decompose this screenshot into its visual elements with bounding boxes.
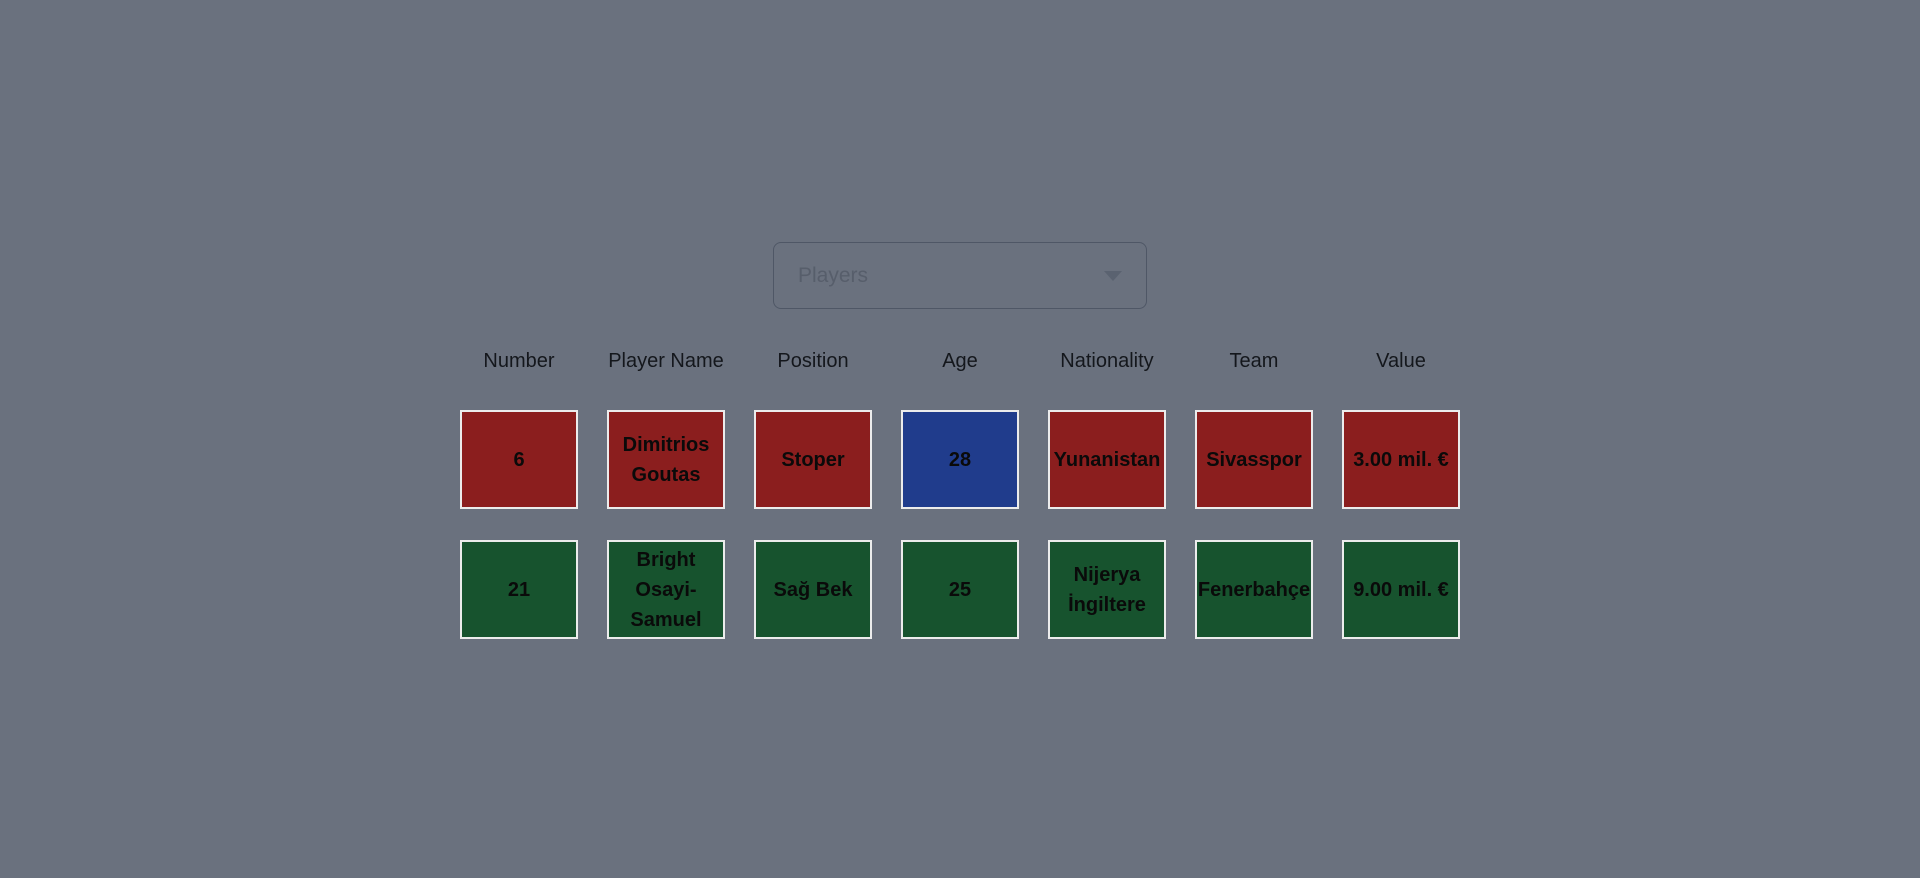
row2-team-cell: Fenerbahçe — [1195, 540, 1313, 639]
row2-number-cell: 21 — [460, 540, 578, 639]
column-header-value: Value — [1376, 350, 1426, 372]
row2-age-cell: 25 — [901, 540, 1019, 639]
column-header-age: Age — [942, 350, 978, 372]
row2-player-name-cell: Bright Osayi-Samuel — [607, 540, 725, 639]
column-header-team: Team — [1229, 350, 1279, 372]
row1-nationality-cell: Yunanistan — [1048, 410, 1166, 509]
row1-position-cell: Stoper — [754, 410, 872, 509]
caret-down-icon — [1104, 270, 1122, 281]
column-header-position: Position — [777, 350, 849, 372]
players-dropdown[interactable]: Players — [773, 242, 1147, 309]
column-header-number: Number — [483, 350, 555, 372]
row1-number-cell: 6 — [460, 410, 578, 509]
row2-nationality-cell: Nijerya İngiltere — [1048, 540, 1166, 639]
column-header-nationality: Nationality — [1060, 350, 1154, 372]
table-row: 6 Dimitrios Goutas Stoper 28 Yunanistan … — [460, 410, 1460, 509]
row2-position-cell: Sağ Bek — [754, 540, 872, 639]
row1-team-cell: Sivasspor — [1195, 410, 1313, 509]
row1-player-name-cell: Dimitrios Goutas — [607, 410, 725, 509]
players-comparison-table: Number Player Name Position Age National… — [460, 351, 1460, 639]
table-row: 21 Bright Osayi-Samuel Sağ Bek 25 Nijery… — [460, 540, 1460, 639]
column-header-player-name: Player Name — [608, 350, 724, 372]
row1-value-cell: 3.00 mil. € — [1342, 410, 1460, 509]
row1-age-cell: 28 — [901, 410, 1019, 509]
table-header-row: Number Player Name Position Age National… — [460, 351, 1460, 371]
players-dropdown-label: Players — [798, 263, 869, 287]
row2-value-cell: 9.00 mil. € — [1342, 540, 1460, 639]
